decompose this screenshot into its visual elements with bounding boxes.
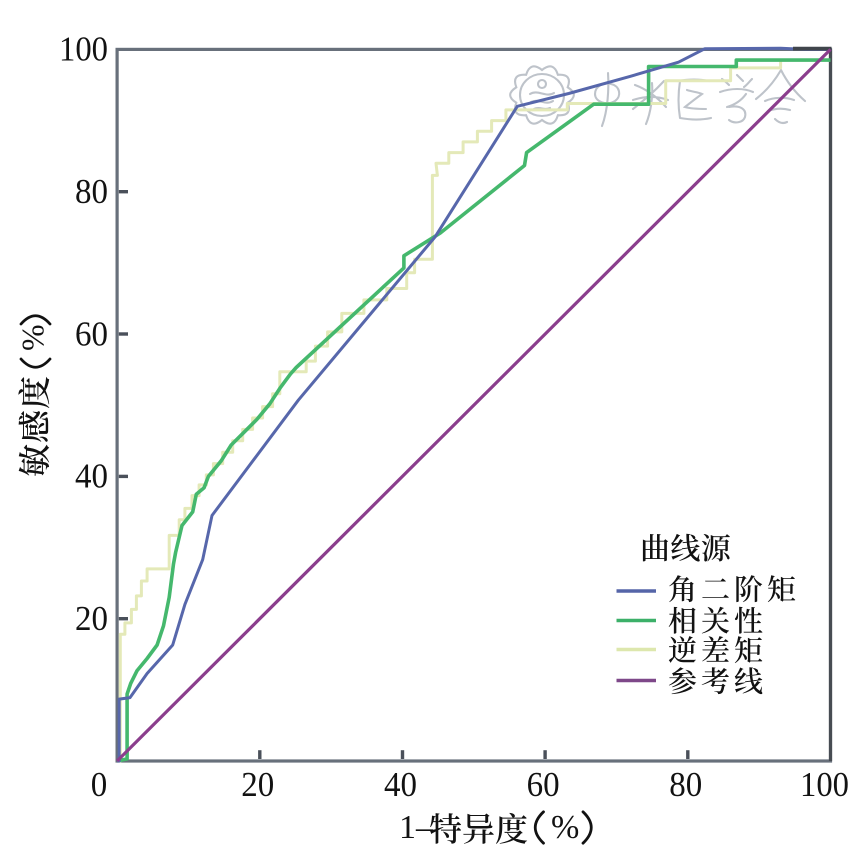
svg-text:100: 100 (800, 765, 849, 804)
svg-text:80: 80 (75, 172, 108, 211)
svg-text:20: 20 (241, 765, 274, 804)
svg-text:20: 20 (75, 599, 108, 638)
svg-text:40: 40 (75, 457, 108, 496)
svg-text:1–: 1– (399, 809, 434, 846)
svg-text:0: 0 (91, 765, 108, 804)
svg-text:80: 80 (669, 765, 702, 804)
svg-text:%: % (15, 324, 51, 351)
svg-text:40: 40 (384, 765, 417, 804)
svg-text:%: % (551, 809, 579, 846)
svg-text:60: 60 (527, 765, 560, 804)
svg-text:60: 60 (75, 314, 108, 353)
svg-text:100: 100 (59, 30, 108, 69)
